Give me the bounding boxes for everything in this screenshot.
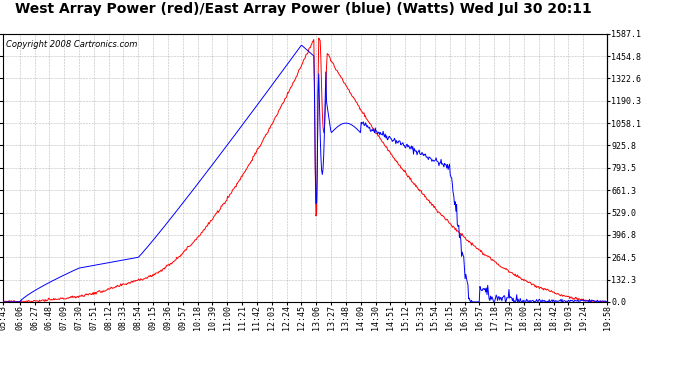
Text: West Array Power (red)/East Array Power (blue) (Watts) Wed Jul 30 20:11: West Array Power (red)/East Array Power …: [15, 2, 592, 16]
Text: Copyright 2008 Cartronics.com: Copyright 2008 Cartronics.com: [6, 40, 138, 50]
